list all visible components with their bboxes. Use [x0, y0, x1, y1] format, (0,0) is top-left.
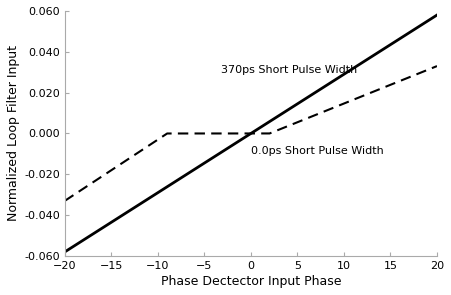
X-axis label: Phase Dectector Input Phase: Phase Dectector Input Phase [161, 275, 341, 288]
Text: 370ps Short Pulse Width: 370ps Short Pulse Width [221, 65, 357, 75]
Text: 0.0ps Short Pulse Width: 0.0ps Short Pulse Width [251, 146, 384, 156]
Y-axis label: Normalized Loop Filter Input: Normalized Loop Filter Input [7, 45, 20, 222]
